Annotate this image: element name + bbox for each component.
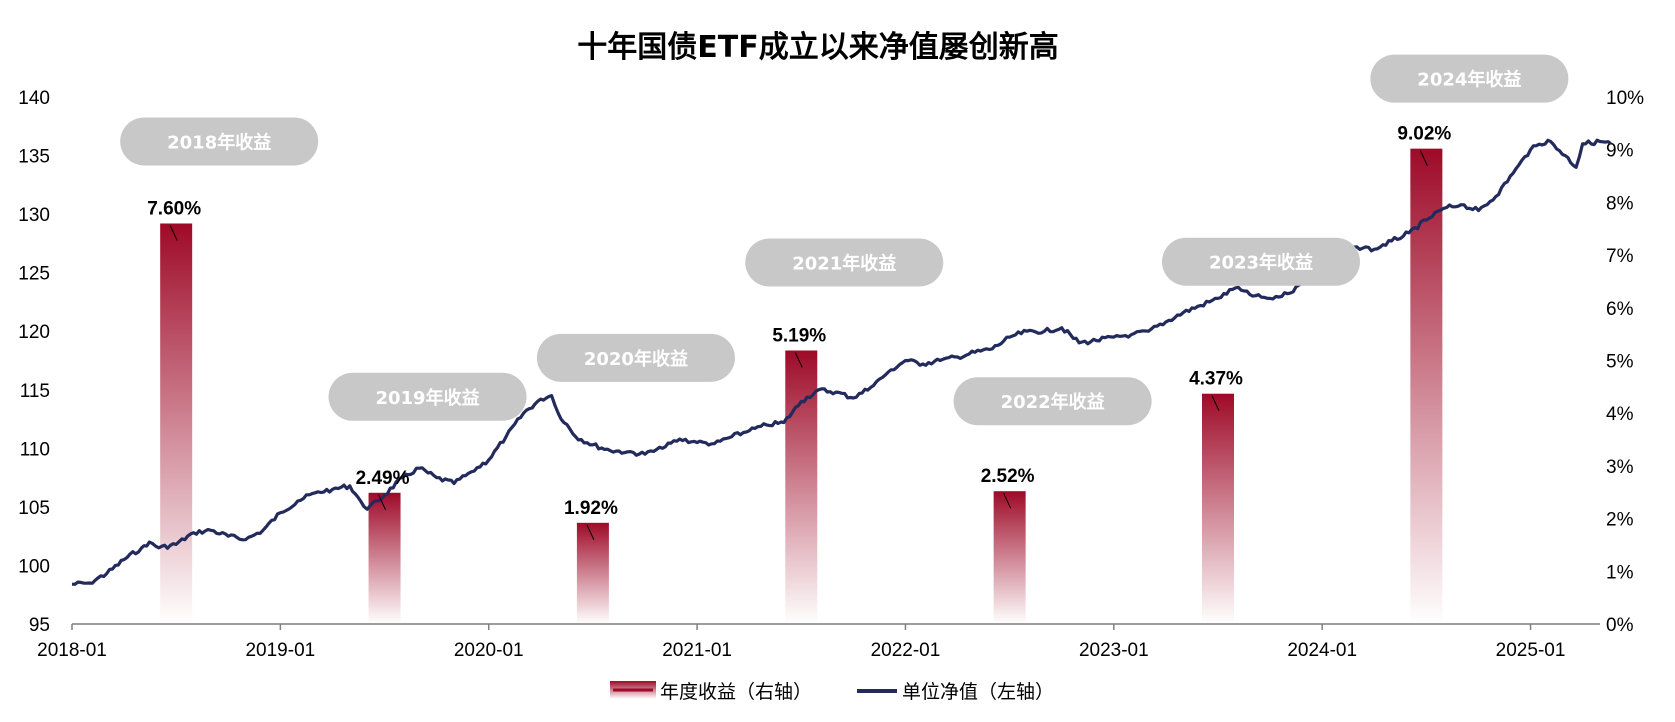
label-leader-line bbox=[169, 225, 178, 241]
year-pill bbox=[536, 333, 735, 382]
y-right-tick-label: 1% bbox=[1606, 562, 1634, 583]
y-left-tick-label: 115 bbox=[20, 381, 50, 402]
legend-bar-label: 年度收益（右轴） bbox=[660, 681, 812, 703]
year-pill-label: 2023年收益 bbox=[1209, 252, 1313, 274]
bar-2020-07 bbox=[576, 522, 609, 624]
bar-value-label: 4.37% bbox=[1189, 369, 1243, 390]
chart-title: 十年国债ETF成立以来净值屡创新高 bbox=[577, 30, 1058, 65]
y-left-tick-label: 120 bbox=[18, 322, 50, 343]
y-right-tick-label: 8% bbox=[1606, 193, 1634, 214]
year-pill-label: 2021年收益 bbox=[792, 252, 896, 274]
x-tick-label: 2020-01 bbox=[454, 640, 524, 661]
year-pill-label: 2019年收益 bbox=[375, 387, 479, 409]
y-left-tick-label: 125 bbox=[18, 264, 50, 285]
nav-line-layer bbox=[71, 138, 1612, 586]
x-tick-label: 2019-01 bbox=[245, 640, 315, 661]
year-pill bbox=[1162, 237, 1360, 286]
y-right-tick-label: 4% bbox=[1606, 404, 1634, 425]
bar-value-label: 5.19% bbox=[772, 325, 826, 346]
x-tick-label: 2022-01 bbox=[871, 640, 941, 661]
year-pill bbox=[953, 377, 1152, 426]
y-left-tick-label: 130 bbox=[18, 205, 50, 226]
y-left-tick-label: 95 bbox=[29, 615, 50, 636]
bar-2021-07 bbox=[785, 350, 818, 624]
year-pill bbox=[745, 238, 944, 287]
label-leader-line bbox=[794, 352, 803, 368]
data-labels-layer: 7.60% 2.49% 1.92% 5.19% 2.52% 4.37% 9.02% bbox=[147, 124, 1451, 541]
y-right-tick-label: 0% bbox=[1606, 615, 1634, 636]
year-pill-label: 2024年收益 bbox=[1417, 69, 1521, 91]
bar-value-label: 7.60% bbox=[147, 198, 201, 219]
year-pill bbox=[328, 372, 527, 421]
year-pill-label: 2020年收益 bbox=[584, 348, 688, 370]
x-tick-label: 2023-01 bbox=[1079, 640, 1149, 661]
bar-2019-07 bbox=[368, 492, 401, 624]
bar-value-label: 9.02% bbox=[1397, 124, 1451, 145]
y-left-tick-label: 110 bbox=[20, 439, 50, 460]
bar-value-label: 1.92% bbox=[564, 498, 618, 519]
axes: 2018-01 2019-01 2020-01 2021-01 2022-01 2023-… bbox=[18, 88, 1644, 661]
label-leader-line bbox=[586, 524, 595, 541]
y-left-tick-label: 105 bbox=[18, 498, 50, 519]
year-pill-label: 2018年收益 bbox=[167, 131, 271, 153]
x-tick-label: 2024-01 bbox=[1287, 640, 1357, 661]
y-right-tick-label: 3% bbox=[1606, 457, 1634, 478]
label-leader-line bbox=[1211, 395, 1220, 411]
y-right-tick-label: 5% bbox=[1606, 352, 1634, 373]
bar-2018-07 bbox=[160, 223, 193, 625]
label-leader-line bbox=[378, 494, 386, 510]
y-left-tick-label: 135 bbox=[18, 147, 50, 168]
y-left-tick-label: 100 bbox=[18, 556, 50, 577]
label-leader-line bbox=[1003, 492, 1012, 509]
nav-line bbox=[71, 138, 1612, 586]
year-pills-layer: 2018年收益 2019年收益 2020年收益 2021年收益 2022年收益 2023年… bbox=[120, 54, 1569, 426]
x-tick-label: 2021-01 bbox=[662, 640, 732, 661]
y-right-tick-label: 6% bbox=[1606, 299, 1634, 320]
bar-value-label: 2.52% bbox=[981, 466, 1035, 487]
legend-line-label: 单位净值（左轴） bbox=[902, 681, 1054, 703]
y-right-tick-label: 7% bbox=[1606, 246, 1634, 267]
bar-2022-07 bbox=[993, 491, 1026, 624]
y-right-tick-label: 10% bbox=[1606, 88, 1644, 109]
x-tick-label: 2018-01 bbox=[37, 640, 107, 661]
y-right-tick-label: 2% bbox=[1606, 510, 1634, 531]
year-pill-label: 2022年收益 bbox=[1001, 391, 1105, 413]
legend: 年度收益（右轴） 单位净值（左轴） bbox=[610, 681, 1054, 703]
bar-2023-07 bbox=[1202, 393, 1234, 624]
label-leader-line bbox=[1419, 150, 1428, 166]
bar-value-label: 2.49% bbox=[356, 468, 410, 489]
y-right-tick-label: 9% bbox=[1606, 141, 1634, 162]
y-left-tick-label: 140 bbox=[18, 88, 50, 109]
year-pill bbox=[1370, 54, 1569, 103]
x-tick-label: 2025-01 bbox=[1496, 640, 1566, 661]
year-pill bbox=[120, 117, 319, 166]
